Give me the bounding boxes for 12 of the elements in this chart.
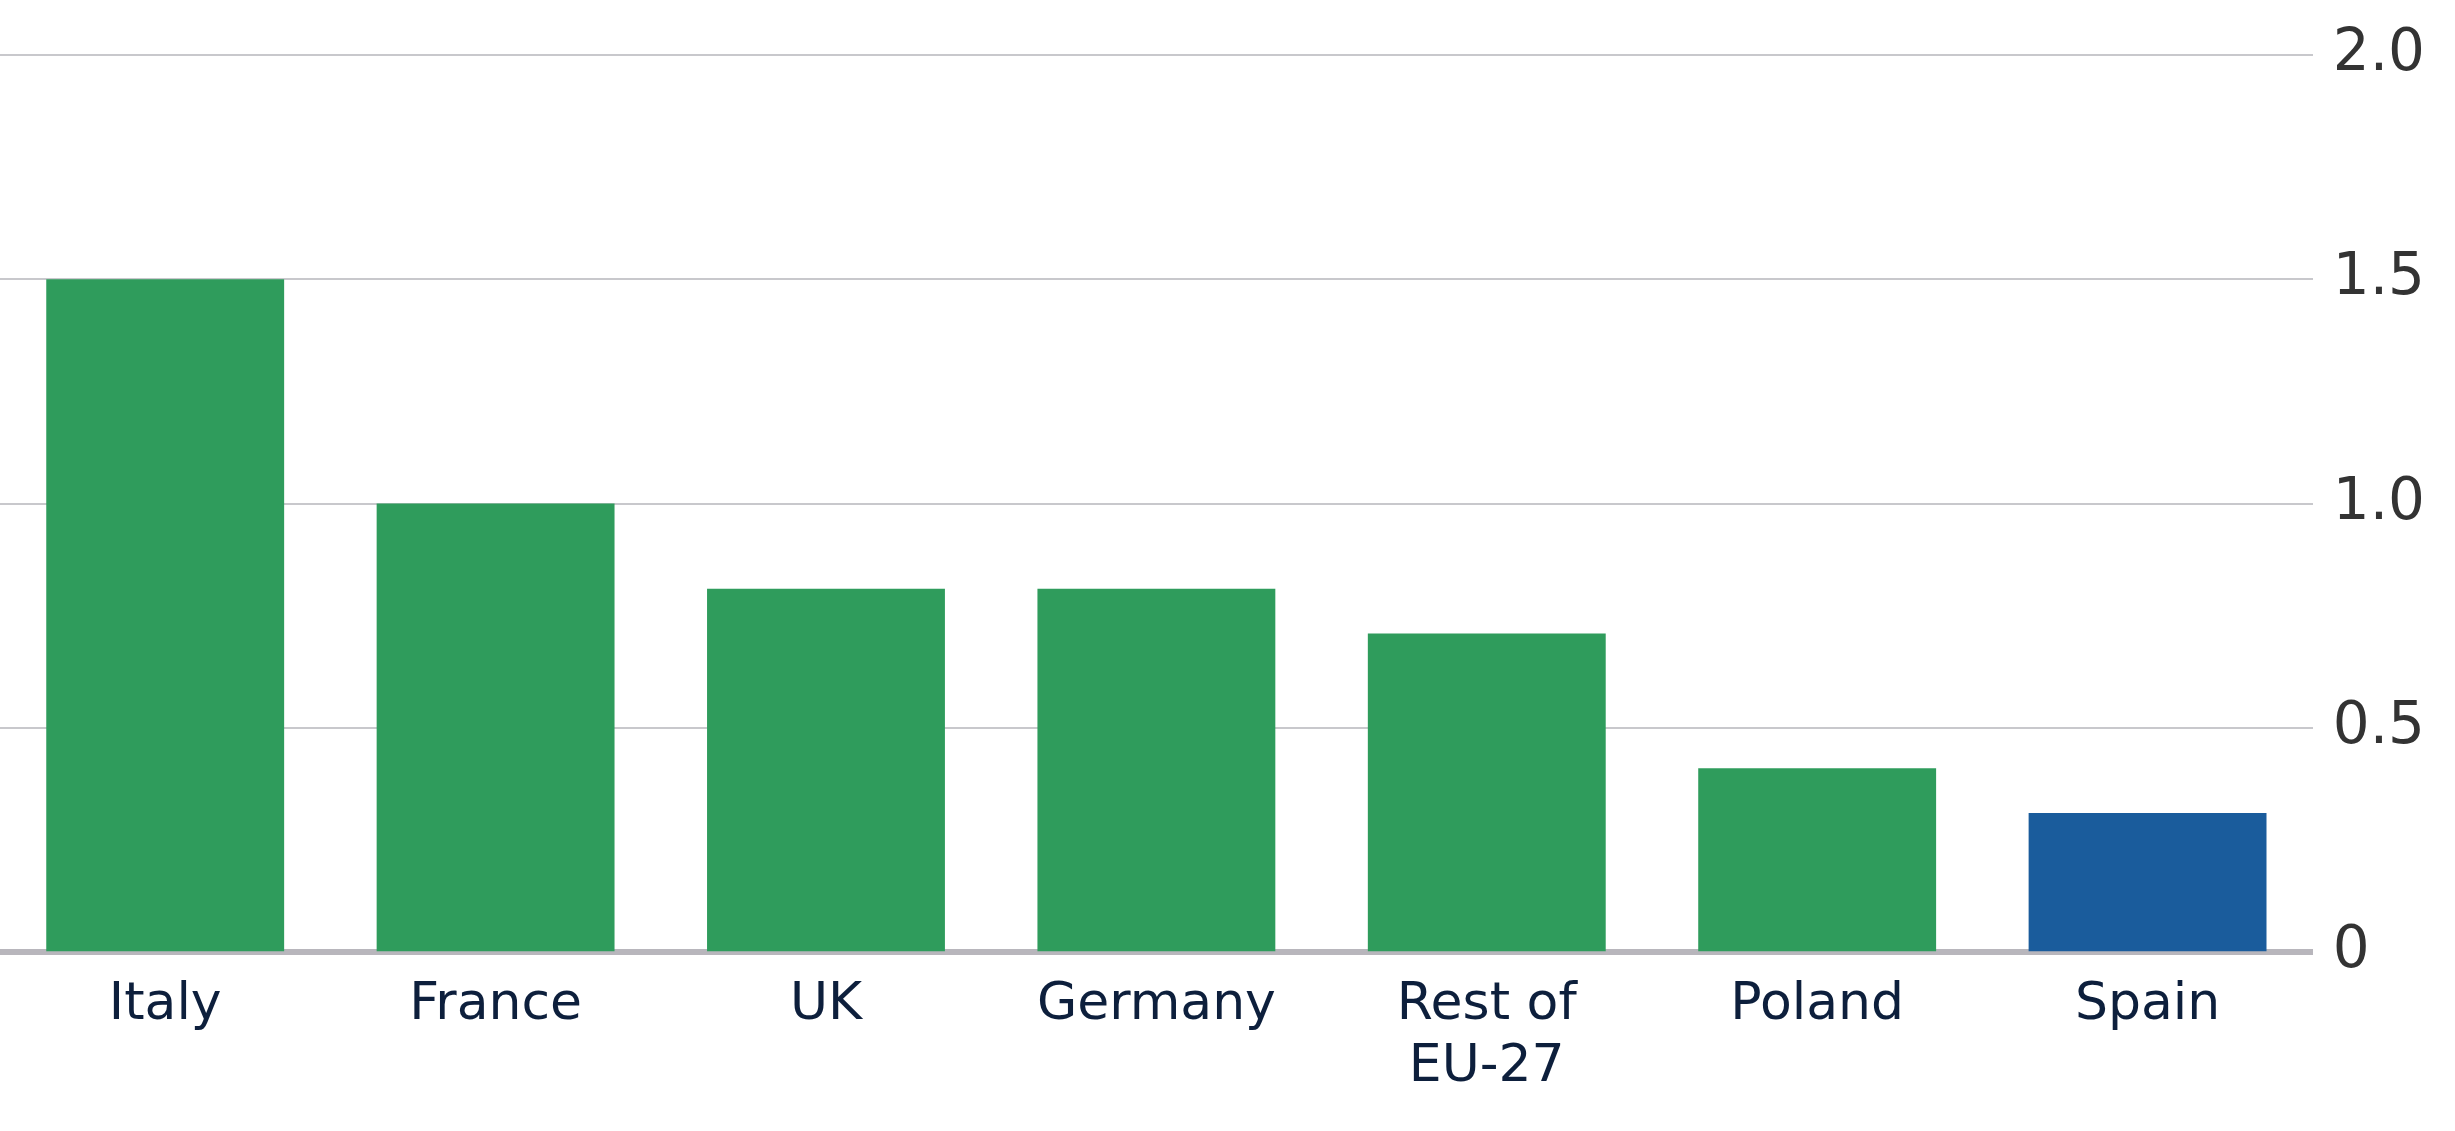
x-tick-label: Germany	[1036, 970, 1276, 1031]
x-tick-label: Spain	[2074, 970, 2221, 1031]
x-tick-label: UK	[789, 970, 864, 1031]
x-tick-label: France	[409, 970, 583, 1031]
x-tick-label: Rest of EU-27	[1396, 970, 1579, 1094]
y-tick-label: 1.0	[2332, 464, 2426, 533]
x-tick-label: Poland	[1730, 970, 1904, 1031]
y-tick-label: 2.0	[2332, 15, 2426, 84]
x-tick-label: Italy	[108, 970, 222, 1031]
y-tick-label: 1.5	[2332, 240, 2426, 309]
y-tick-label: 0	[2332, 913, 2370, 982]
y-tick-label: 0.5	[2332, 688, 2426, 757]
